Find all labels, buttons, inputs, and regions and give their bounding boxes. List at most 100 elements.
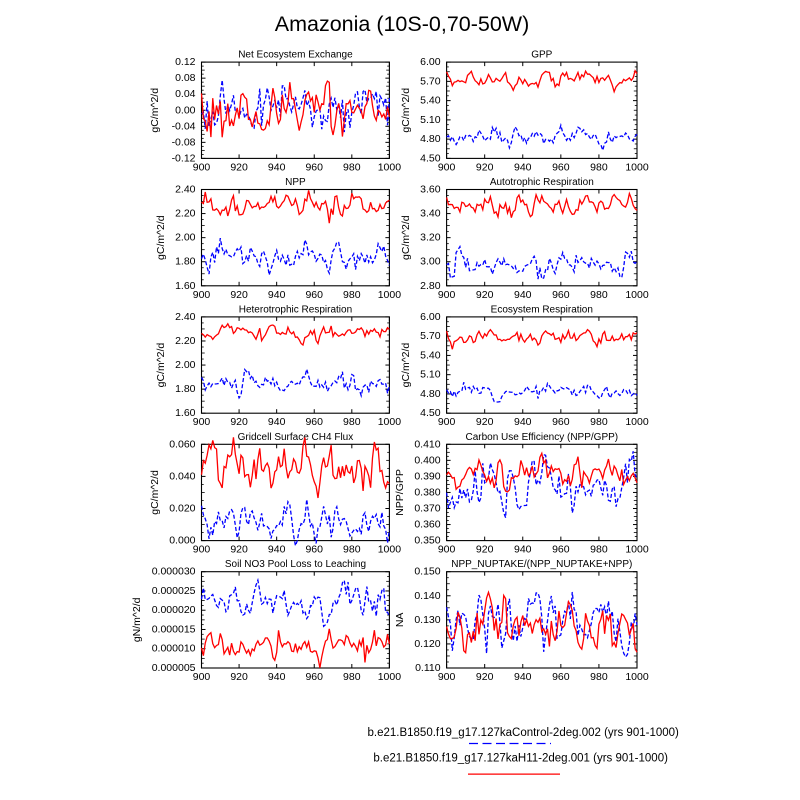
svg-text:900: 900 — [193, 416, 211, 428]
svg-text:2.20: 2.20 — [175, 208, 196, 220]
svg-text:0.000: 0.000 — [169, 535, 195, 547]
svg-text:900: 900 — [438, 289, 456, 301]
svg-text:900: 900 — [438, 416, 456, 428]
svg-text:b.e21.B1850.f19_g17.127kaH11-2: b.e21.B1850.f19_g17.127kaH11-2deg.001 (y… — [373, 752, 668, 764]
svg-text:920: 920 — [230, 289, 248, 301]
svg-text:3.40: 3.40 — [420, 208, 441, 220]
svg-text:980: 980 — [343, 289, 361, 301]
svg-text:1000: 1000 — [625, 161, 649, 173]
svg-text:0.400: 0.400 — [414, 454, 440, 466]
svg-text:1000: 1000 — [625, 289, 649, 301]
svg-text:960: 960 — [305, 161, 323, 173]
svg-text:1000: 1000 — [378, 161, 402, 173]
svg-text:Heterotrophic Respiration: Heterotrophic Respiration — [239, 304, 352, 315]
svg-text:0.000010: 0.000010 — [152, 643, 196, 655]
svg-text:2.40: 2.40 — [175, 184, 196, 196]
svg-text:1.80: 1.80 — [175, 383, 196, 395]
svg-text:5.40: 5.40 — [420, 349, 441, 361]
svg-text:960: 960 — [305, 671, 323, 683]
svg-text:NA: NA — [394, 613, 406, 628]
svg-text:1000: 1000 — [378, 544, 402, 556]
svg-text:NPP/GPP: NPP/GPP — [394, 469, 406, 516]
svg-text:Autotrophic Respiration: Autotrophic Respiration — [490, 177, 594, 188]
svg-text:940: 940 — [268, 416, 286, 428]
svg-text:gC/m^2/d: gC/m^2/d — [400, 343, 412, 388]
svg-text:960: 960 — [305, 544, 323, 556]
svg-text:920: 920 — [230, 161, 248, 173]
svg-text:900: 900 — [193, 544, 211, 556]
svg-text:Carbon Use Efficiency (NPP/GPP: Carbon Use Efficiency (NPP/GPP) — [465, 432, 618, 443]
svg-text:1000: 1000 — [378, 671, 402, 683]
svg-text:0.120: 0.120 — [414, 638, 440, 650]
svg-text:980: 980 — [343, 416, 361, 428]
svg-text:940: 940 — [268, 544, 286, 556]
svg-text:960: 960 — [305, 289, 323, 301]
svg-text:0.000025: 0.000025 — [152, 585, 196, 597]
svg-text:920: 920 — [476, 544, 494, 556]
svg-text:920: 920 — [230, 416, 248, 428]
svg-text:6.00: 6.00 — [420, 311, 441, 323]
svg-text:1000: 1000 — [625, 544, 649, 556]
svg-text:0.390: 0.390 — [414, 470, 440, 482]
svg-text:1.80: 1.80 — [175, 256, 196, 268]
svg-text:2.20: 2.20 — [175, 335, 196, 347]
svg-text:0.000020: 0.000020 — [152, 604, 196, 616]
svg-text:0.00: 0.00 — [175, 104, 196, 116]
svg-text:1000: 1000 — [378, 416, 402, 428]
svg-text:940: 940 — [514, 544, 532, 556]
svg-text:0.000015: 0.000015 — [152, 623, 196, 635]
svg-text:Ecosystem Respiration: Ecosystem Respiration — [491, 304, 593, 315]
svg-text:980: 980 — [343, 544, 361, 556]
svg-text:900: 900 — [438, 544, 456, 556]
svg-text:940: 940 — [514, 671, 532, 683]
svg-text:Amazonia (10S-0,70-50W): Amazonia (10S-0,70-50W) — [275, 12, 530, 36]
svg-text:2.40: 2.40 — [175, 311, 196, 323]
svg-text:5.10: 5.10 — [420, 114, 441, 126]
svg-text:900: 900 — [193, 289, 211, 301]
svg-text:Net Ecosystem Exchange: Net Ecosystem Exchange — [238, 50, 353, 61]
svg-text:960: 960 — [305, 416, 323, 428]
svg-text:b.e21.B1850.f19_g17.127kaContr: b.e21.B1850.f19_g17.127kaControl-2deg.00… — [368, 727, 680, 739]
svg-text:0.060: 0.060 — [169, 438, 195, 450]
svg-text:900: 900 — [438, 161, 456, 173]
svg-text:-0.08: -0.08 — [172, 136, 196, 148]
svg-text:5.10: 5.10 — [420, 369, 441, 381]
svg-text:960: 960 — [552, 289, 570, 301]
svg-text:0.140: 0.140 — [414, 590, 440, 602]
svg-text:0.08: 0.08 — [175, 72, 196, 84]
svg-text:4.80: 4.80 — [420, 388, 441, 400]
svg-text:gC/m^2/d: gC/m^2/d — [400, 88, 412, 133]
svg-text:4.80: 4.80 — [420, 133, 441, 145]
svg-text:940: 940 — [514, 161, 532, 173]
svg-text:0.04: 0.04 — [175, 88, 196, 100]
svg-text:1000: 1000 — [378, 289, 402, 301]
svg-text:0.380: 0.380 — [414, 486, 440, 498]
svg-text:900: 900 — [193, 161, 211, 173]
svg-text:2.00: 2.00 — [175, 232, 196, 244]
svg-text:1000: 1000 — [625, 416, 649, 428]
svg-text:0.12: 0.12 — [175, 56, 196, 68]
svg-text:920: 920 — [476, 671, 494, 683]
svg-text:0.360: 0.360 — [414, 519, 440, 531]
svg-text:1000: 1000 — [625, 671, 649, 683]
svg-text:940: 940 — [514, 416, 532, 428]
svg-text:940: 940 — [268, 161, 286, 173]
svg-text:940: 940 — [268, 671, 286, 683]
svg-text:3.00: 3.00 — [420, 256, 441, 268]
svg-text:5.70: 5.70 — [420, 330, 441, 342]
svg-text:GPP: GPP — [531, 50, 552, 61]
svg-text:2.00: 2.00 — [175, 359, 196, 371]
svg-text:-0.04: -0.04 — [172, 120, 196, 132]
svg-text:gN/m^2/d: gN/m^2/d — [131, 597, 143, 642]
svg-text:980: 980 — [343, 671, 361, 683]
svg-text:960: 960 — [552, 161, 570, 173]
svg-text:3.60: 3.60 — [420, 184, 441, 196]
svg-text:0.130: 0.130 — [414, 614, 440, 626]
svg-text:0.410: 0.410 — [414, 438, 440, 450]
svg-text:960: 960 — [552, 544, 570, 556]
svg-text:gC/m^2/d: gC/m^2/d — [155, 215, 167, 260]
svg-text:0.020: 0.020 — [169, 503, 195, 515]
svg-text:gC/m^2/d: gC/m^2/d — [155, 343, 167, 388]
svg-text:920: 920 — [476, 161, 494, 173]
svg-text:NPP: NPP — [285, 177, 306, 188]
